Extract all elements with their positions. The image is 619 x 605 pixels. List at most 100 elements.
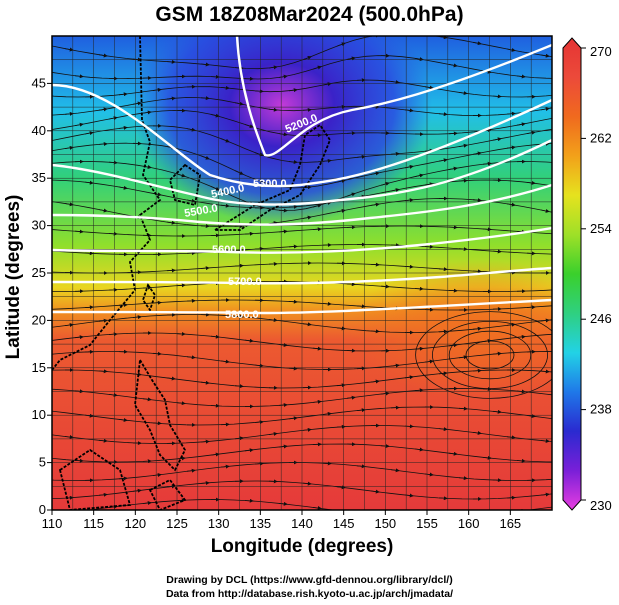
streamline-arrow <box>458 406 468 411</box>
streamline <box>52 36 552 70</box>
x-tick-label: 110 <box>42 516 63 531</box>
streamline <box>52 244 552 255</box>
contour-5400 <box>52 138 552 206</box>
streamline-arrow <box>492 137 502 142</box>
streamline-swirl <box>431 320 548 389</box>
streamline-arrow <box>98 369 108 374</box>
streamline-arrow <box>312 133 322 138</box>
streamline-arrow <box>312 506 322 510</box>
streamline-arrow <box>458 91 468 96</box>
streamline-arrow <box>540 438 550 443</box>
coastlines <box>52 36 332 510</box>
coast-taiwan <box>142 283 156 312</box>
streamline-arrow <box>438 371 448 376</box>
x-tick-label: 115 <box>83 516 104 531</box>
streamline-arrow <box>176 456 186 461</box>
colorbar-tick-label: 238 <box>590 402 612 417</box>
streamline-arrow <box>390 363 400 368</box>
streamline-arrow <box>414 388 424 393</box>
streamline-arrow <box>186 127 196 132</box>
streamline-arrow <box>278 343 288 348</box>
streamline-arrow <box>448 451 458 456</box>
streamline-arrow <box>380 391 390 396</box>
contour-lines <box>52 36 552 315</box>
streamline-arrow <box>424 182 434 187</box>
streamline-arrow <box>186 355 196 360</box>
streamline-arrow <box>244 231 254 236</box>
credit-data: Data from http://database.rish.kyoto-u.a… <box>165 588 454 600</box>
streamline-arrow <box>142 285 152 290</box>
streamline-arrow <box>200 380 210 385</box>
streamline-arrow <box>244 124 254 129</box>
streamline-arrow <box>210 334 220 339</box>
streamline-arrow <box>142 110 152 115</box>
streamline-arrow <box>540 209 550 213</box>
streamline-arrow <box>438 158 448 163</box>
streamline-arrow <box>438 267 448 272</box>
streamline-arrow <box>414 447 424 452</box>
streamline-arrow <box>200 62 210 67</box>
x-tick-label: 145 <box>333 516 355 531</box>
streamline-arrow <box>492 409 502 414</box>
streamline-arrow <box>540 53 550 58</box>
streamline-arrow <box>64 145 74 150</box>
streamline-arrow <box>210 186 220 191</box>
streamline-arrow <box>254 363 264 368</box>
coast-japan <box>211 123 332 231</box>
streamline-arrow <box>74 122 84 127</box>
streamline-arrow <box>312 203 322 208</box>
streamline-arrow <box>288 88 298 93</box>
streamline-arrow <box>506 435 516 440</box>
streamline-arrow <box>414 286 424 291</box>
streamline-arrow <box>200 439 210 444</box>
streamline-arrow <box>438 427 448 432</box>
streamline-arrow <box>234 170 244 175</box>
streamline-arrow <box>64 435 74 440</box>
streamline-arrow <box>244 498 254 503</box>
contour-5300 <box>52 83 552 188</box>
streamline-arrow <box>234 263 244 268</box>
streamline-arrow <box>152 351 162 356</box>
streamline-arrow <box>108 332 118 337</box>
streamline-arrow <box>312 346 322 351</box>
streamline-arrow <box>200 155 210 160</box>
x-axis-title: Longitude (degrees) <box>210 536 394 557</box>
streamline-arrow <box>176 283 186 288</box>
streamline-arrow <box>142 397 152 402</box>
streamline-arrow <box>346 56 356 61</box>
streamline-arrow <box>132 101 142 106</box>
streamline-arrow <box>322 411 332 416</box>
streamline <box>52 262 552 274</box>
streamline-arrow <box>312 65 322 70</box>
streamline-arrow <box>506 48 516 52</box>
streamline <box>52 425 552 444</box>
streamline-arrow <box>132 372 142 377</box>
contour-5700 <box>52 266 552 285</box>
streamline-arrow <box>108 160 118 165</box>
streamline-arrow <box>302 322 312 327</box>
streamline <box>52 388 552 407</box>
contour-label-5700: 5700.0 <box>228 276 262 288</box>
streamline-arrow <box>268 107 278 112</box>
streamline-arrow <box>98 438 108 443</box>
streamline-arrow <box>166 96 176 101</box>
streamline-arrow <box>424 85 434 90</box>
streamline-arrow <box>472 198 482 203</box>
streamline-arrow <box>346 282 356 287</box>
streamline <box>52 281 552 292</box>
y-tick-label: 15 <box>32 360 46 375</box>
x-tick-label: 140 <box>291 516 313 531</box>
contour-5500 <box>52 183 552 226</box>
streamline-arrow <box>234 384 244 389</box>
streamline-arrow <box>254 152 264 157</box>
streamline-arrow <box>200 481 210 486</box>
streamline-arrow <box>268 65 278 70</box>
streamline <box>52 406 552 426</box>
streamline-arrow <box>506 145 516 150</box>
streamline-arrow <box>84 131 94 136</box>
streamline-arrow <box>492 351 502 356</box>
streamline <box>52 198 552 227</box>
streamline-arrow <box>322 82 332 87</box>
y-tick-label: 5 <box>39 455 46 470</box>
streamline-arrow <box>322 158 332 163</box>
